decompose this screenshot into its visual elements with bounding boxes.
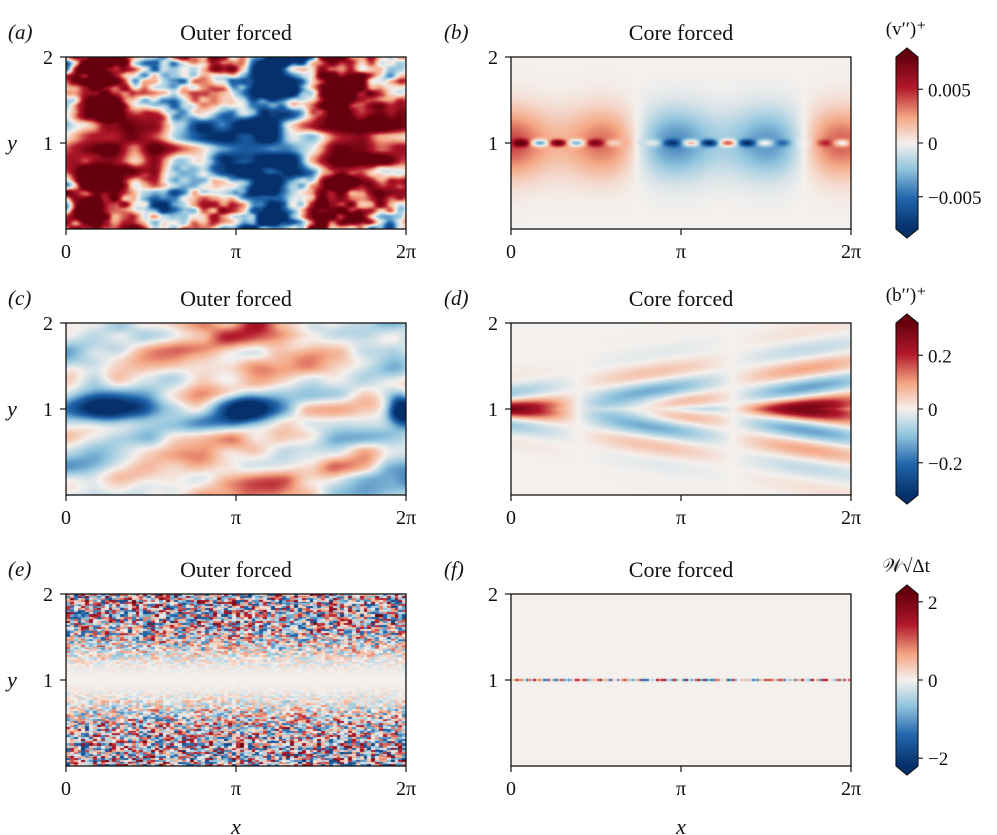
colorbar-gradient: [896, 57, 918, 229]
panel-c: 0 π 2π 1 2 Outer forced (c) y: [5, 286, 416, 529]
colorbar-b: 0.005 0 −0.005 (v′′)⁺: [886, 19, 981, 239]
x-tick-label: 2π: [396, 507, 416, 529]
colorbar-gradient: [896, 594, 918, 766]
x-tick-label: 0: [61, 778, 71, 800]
panel-title: Core forced: [629, 557, 733, 582]
colorbar-extend-max: [896, 314, 918, 323]
panel-letter: (b): [444, 20, 469, 44]
x-tick-label: 0: [506, 778, 516, 800]
colorbar-label: 𝒲√Δt: [882, 556, 931, 577]
x-tick-label: 0: [506, 241, 516, 263]
x-axis-label: x: [675, 814, 686, 835]
y-tick-label: 1: [488, 399, 498, 421]
colorbar-f: 2 0 −2 𝒲√Δt: [882, 556, 948, 776]
colorbar-gradient: [896, 323, 918, 495]
x-tick-label: π: [231, 507, 241, 529]
colorbar-tick-label: 0: [928, 671, 938, 692]
colorbar-tick-label: 0.005: [928, 80, 971, 101]
x-tick-label: 0: [506, 507, 516, 529]
x-tick-label: 2π: [841, 241, 861, 263]
panel-title: Outer forced: [180, 20, 292, 45]
y-tick-label: 1: [43, 670, 53, 692]
heatmap-e: [66, 594, 406, 766]
heatmap-f: [511, 594, 851, 766]
y-tick-label: 2: [43, 47, 53, 69]
y-tick-label: 1: [43, 133, 53, 155]
y-axis-label: y: [5, 396, 17, 421]
y-axis-label: y: [5, 130, 17, 155]
panel-a: 0 π 2π 1 2 Outer forced (a) y: [5, 20, 416, 263]
panel-d: 0 π 2π 1 2 Core forced (d): [444, 286, 861, 529]
x-tick-label: π: [231, 241, 241, 263]
panel-e: 0 π 2π 1 2 Outer forced (e) y x: [5, 557, 416, 835]
colorbar-tick-label: 2: [928, 593, 938, 614]
panel-letter: (d): [444, 286, 469, 310]
y-tick-label: 2: [488, 584, 498, 606]
colorbar-label: (v′′)⁺: [886, 19, 927, 40]
y-tick-label: 1: [43, 399, 53, 421]
y-tick-label: 2: [488, 313, 498, 335]
x-tick-label: π: [231, 778, 241, 800]
x-tick-label: 2π: [841, 778, 861, 800]
colorbar-extend-min: [896, 229, 918, 238]
panel-letter: (c): [8, 286, 31, 310]
panel-title: Core forced: [629, 286, 733, 311]
heatmap-d: [511, 323, 851, 495]
colorbar-extend-min: [896, 766, 918, 775]
panel-letter: (e): [8, 557, 31, 581]
colorbar-extend-max: [896, 48, 918, 57]
colorbar-d: 0.2 0 −0.2 (b′′)⁺: [886, 285, 962, 505]
y-tick-label: 1: [488, 133, 498, 155]
x-tick-label: 2π: [396, 241, 416, 263]
y-tick-label: 1: [488, 670, 498, 692]
x-tick-label: π: [676, 778, 686, 800]
y-tick-label: 2: [43, 313, 53, 335]
colorbar-tick-label: −0.2: [928, 454, 962, 475]
colorbar-tick-label: 0: [928, 400, 938, 421]
colorbar-tick-label: 0: [928, 134, 938, 155]
heatmap-b: [511, 57, 851, 229]
panel-title: Core forced: [629, 20, 733, 45]
colorbar-tick-label: −2: [928, 749, 948, 770]
y-axis-label: y: [5, 667, 17, 692]
heatmap-a: [66, 57, 406, 229]
x-tick-label: 0: [61, 507, 71, 529]
colorbar-outline: [895, 313, 919, 505]
colorbar-tick-label: −0.005: [928, 188, 981, 209]
colorbar-outline: [895, 584, 919, 776]
colorbar-label: (b′′)⁺: [886, 285, 927, 306]
y-tick-label: 2: [488, 47, 498, 69]
x-tick-label: 2π: [396, 778, 416, 800]
x-tick-label: π: [676, 241, 686, 263]
panel-letter: (a): [8, 20, 33, 44]
colorbar-extend-max: [896, 585, 918, 594]
panel-f: 0 π 2π 1 2 Core forced (f) x: [444, 557, 861, 835]
y-tick-label: 2: [43, 584, 53, 606]
colorbar-extend-min: [896, 495, 918, 504]
x-tick-label: π: [676, 507, 686, 529]
panel-title: Outer forced: [180, 557, 292, 582]
heatmap-c: [66, 323, 406, 495]
colorbar-tick-label: 0.2: [928, 346, 952, 367]
x-axis-label: x: [230, 814, 241, 835]
panel-letter: (f): [444, 557, 464, 581]
x-tick-label: 0: [61, 241, 71, 263]
x-tick-label: 2π: [841, 507, 861, 529]
panel-b: 0 π 2π 1 2 Core forced (b): [444, 20, 861, 263]
colorbar-container: 0.005 0 −0.005 (v′′)⁺ 0.2 0 −0.2 (b′′)⁺ 2 0 −2 𝒲√Δt: [882, 19, 981, 776]
colorbar-outline: [895, 47, 919, 239]
panel-title: Outer forced: [180, 286, 292, 311]
